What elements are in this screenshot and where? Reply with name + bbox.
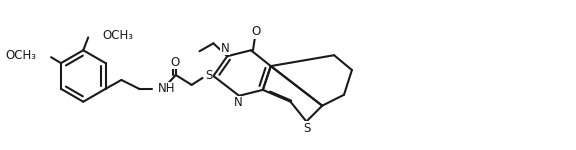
Text: S: S	[204, 69, 212, 82]
Text: N: N	[234, 96, 242, 109]
Text: OCH₃: OCH₃	[5, 49, 36, 62]
Text: O: O	[170, 56, 180, 69]
Text: OCH₃: OCH₃	[102, 29, 133, 42]
Text: S: S	[304, 122, 311, 135]
Text: O: O	[251, 25, 260, 38]
Text: N: N	[221, 42, 230, 55]
Text: NH: NH	[158, 82, 176, 95]
